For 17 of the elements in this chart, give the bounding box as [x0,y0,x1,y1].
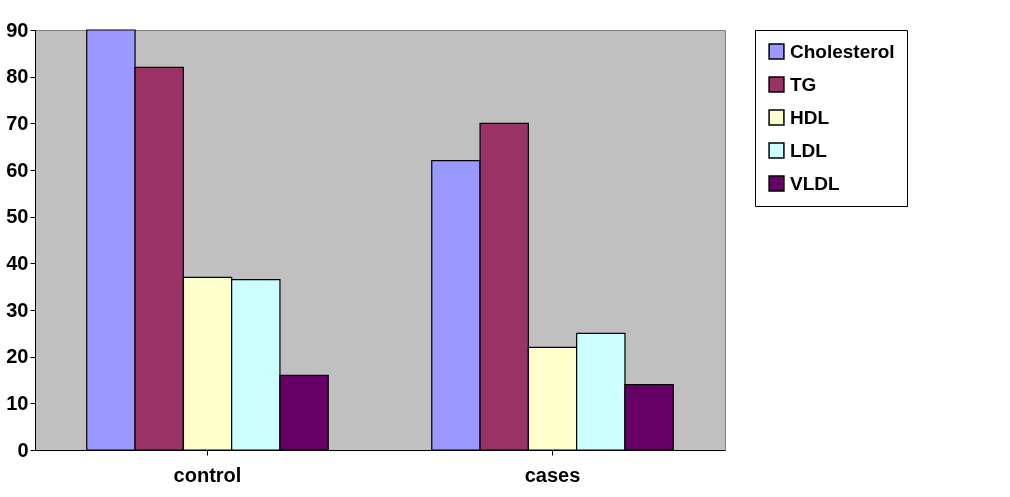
y-tick-label: 70 [6,111,29,134]
y-tick-label: 10 [6,391,29,414]
legend-label: LDL [790,139,828,161]
legend-label: TG [790,73,817,95]
y-tick-label: 50 [6,205,29,228]
legend-label: HDL [790,106,830,128]
y-tick-label: 0 [17,438,29,461]
y-tick-label: 20 [6,345,29,368]
legend-label: VLDL [790,172,840,194]
x-tick-label: cases [524,463,581,486]
legend-label: Cholesterol [790,40,895,62]
y-tick-label: 60 [6,158,29,181]
y-tick-label: 40 [6,251,29,274]
x-tick-label: control [173,463,242,486]
y-tick-label: 30 [6,298,29,321]
y-tick-label: 80 [6,65,29,88]
y-tick-label: 90 [6,18,29,41]
